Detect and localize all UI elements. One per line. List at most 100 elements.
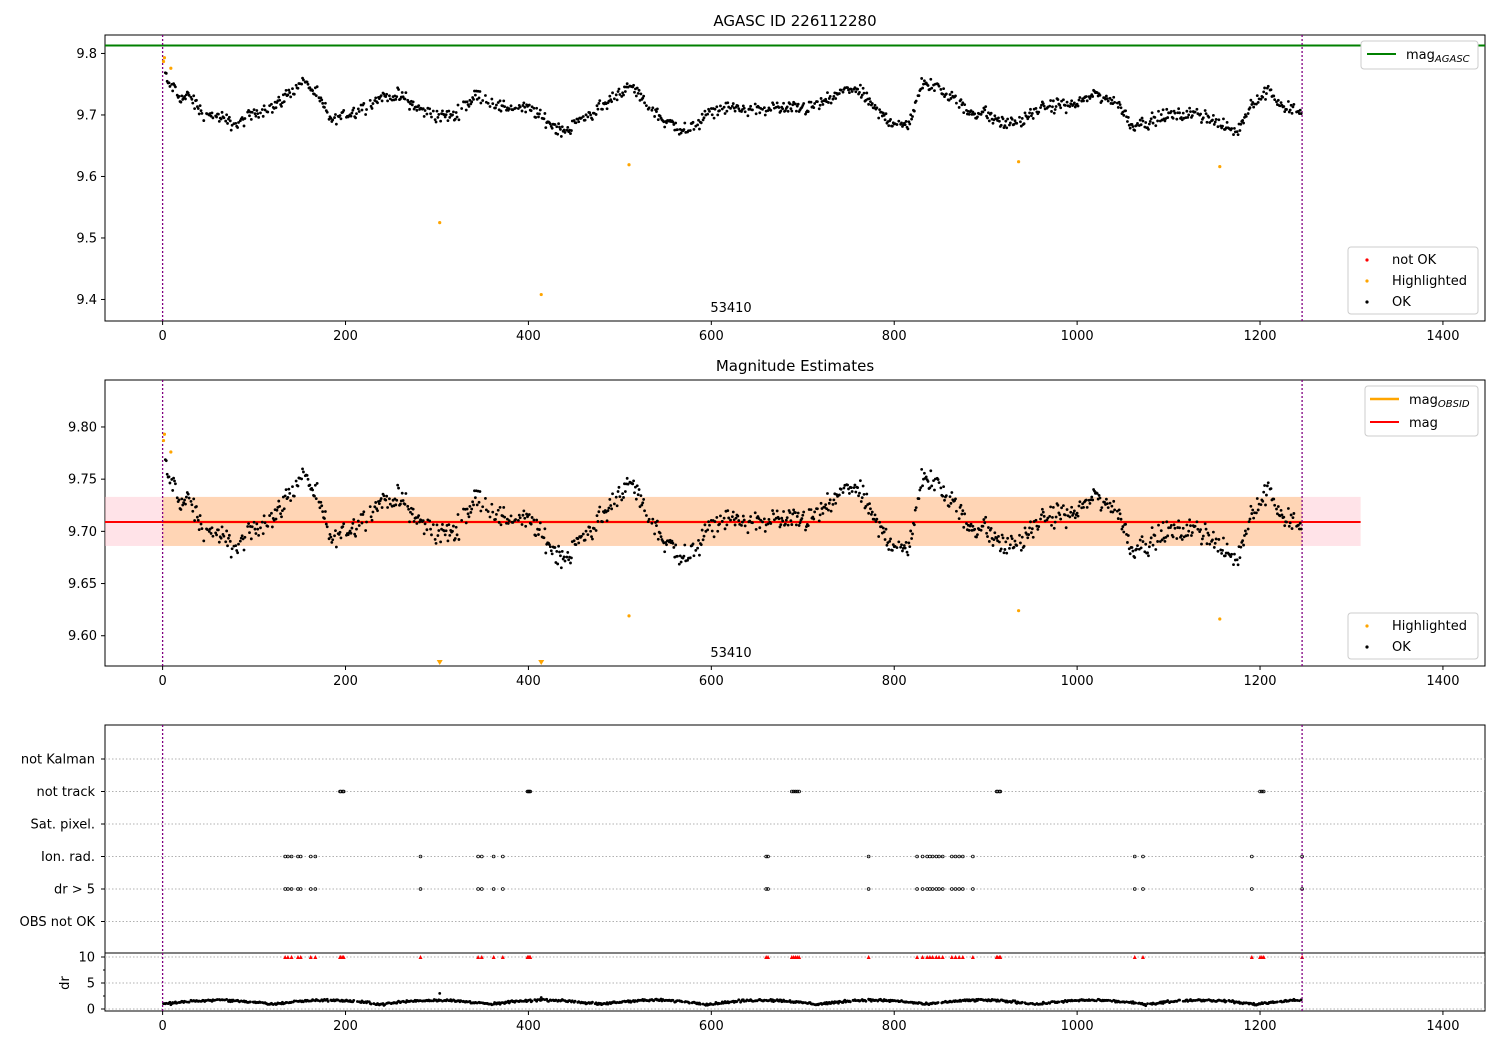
- ok-point: [1276, 98, 1280, 102]
- ok-point: [308, 483, 312, 487]
- ok-point: [306, 82, 310, 86]
- ok-point: [852, 486, 856, 489]
- dr-outlier-marker: [479, 955, 484, 959]
- ok-point: [1252, 105, 1256, 109]
- ok-point: [1249, 504, 1253, 508]
- flag-marker: [1249, 887, 1254, 891]
- ok-point: [1225, 121, 1229, 124]
- ok-point: [484, 496, 487, 500]
- x-tick-label: 1200: [1243, 674, 1276, 689]
- ok-point: [1138, 538, 1142, 542]
- ok-point: [987, 526, 990, 529]
- ok-point: [743, 110, 747, 114]
- ok-point: [543, 112, 547, 115]
- ok-point: [854, 90, 858, 94]
- x-tick-label: 800: [882, 674, 907, 689]
- ok-point: [486, 510, 490, 513]
- ok-point: [867, 511, 871, 515]
- flag-marker: [953, 854, 958, 859]
- ok-point: [230, 123, 234, 127]
- ok-point: [490, 502, 494, 506]
- ok-point: [412, 520, 416, 523]
- ok-point: [783, 522, 787, 526]
- ok-point: [227, 536, 230, 540]
- ok-point: [1250, 512, 1254, 515]
- ok-point: [611, 492, 614, 496]
- ok-point: [193, 107, 197, 110]
- ok-point: [907, 120, 911, 124]
- ok-point: [1100, 506, 1104, 510]
- dr-point: [397, 999, 400, 1003]
- x-tick-label: 0: [158, 329, 166, 344]
- ok-point: [725, 523, 729, 527]
- ok-point: [869, 507, 872, 511]
- ok-point: [777, 517, 781, 521]
- ok-point: [502, 99, 506, 103]
- ok-point: [464, 521, 468, 525]
- ok-point: [497, 521, 501, 524]
- ok-point: [941, 494, 945, 498]
- ok-point: [478, 90, 482, 93]
- ok-point: [550, 552, 554, 556]
- ok-point: [919, 486, 923, 490]
- ok-point: [947, 98, 951, 102]
- ok-point: [884, 527, 888, 531]
- ok-point: [425, 528, 429, 532]
- ok-point: [537, 528, 541, 531]
- ok-point: [484, 94, 487, 97]
- flag-marker: [793, 789, 798, 794]
- ok-point: [1112, 95, 1116, 99]
- ok-point: [277, 499, 281, 503]
- ok-point: [697, 118, 700, 122]
- ok-point: [1280, 513, 1284, 517]
- ok-point: [1027, 115, 1031, 119]
- ok-point: [365, 520, 368, 524]
- panel-magnitude-obsid-label: 53410: [710, 646, 751, 661]
- ok-point: [775, 101, 779, 105]
- ok-point: [1161, 108, 1165, 112]
- ok-point: [783, 109, 787, 113]
- ok-point: [1084, 498, 1088, 502]
- ok-point: [1097, 494, 1101, 497]
- ok-point: [1088, 501, 1092, 505]
- ok-point: [1179, 116, 1183, 119]
- ok-point: [1023, 526, 1027, 530]
- ok-point: [1030, 114, 1033, 118]
- ok-point: [199, 109, 203, 113]
- ok-point: [647, 517, 651, 521]
- ok-point: [718, 109, 721, 113]
- ok-point: [1222, 536, 1225, 540]
- ok-point: [1261, 95, 1265, 99]
- ok-point: [555, 549, 559, 553]
- dr-outlier-marker: [285, 955, 290, 959]
- ok-point: [1163, 539, 1167, 543]
- ok-point: [1118, 103, 1122, 107]
- ok-point: [826, 91, 829, 95]
- ok-point: [518, 516, 522, 520]
- highlighted-point: [627, 614, 631, 618]
- ok-point: [1117, 100, 1121, 104]
- ok-point: [516, 518, 520, 522]
- ok-point: [1204, 527, 1208, 531]
- ok-point: [1157, 109, 1160, 113]
- ok-point: [1285, 108, 1288, 111]
- ok-point: [737, 107, 741, 111]
- ok-point: [572, 539, 576, 543]
- ok-point: [206, 528, 209, 532]
- ok-point: [854, 490, 858, 494]
- x-tick-label: 0: [158, 674, 166, 689]
- ok-point: [499, 109, 503, 113]
- ok-point: [574, 543, 578, 547]
- flag-marker: [961, 854, 965, 859]
- ok-point: [202, 119, 206, 122]
- ok-point: [1248, 106, 1252, 110]
- ok-point: [1058, 513, 1062, 517]
- ok-point: [397, 486, 400, 490]
- ok-point: [781, 519, 785, 523]
- ok-point: [1205, 542, 1209, 546]
- ok-point: [431, 523, 435, 527]
- ok-point: [374, 96, 378, 100]
- ok-point: [355, 112, 358, 116]
- ok-point: [1156, 540, 1160, 543]
- ok-point: [1238, 556, 1242, 560]
